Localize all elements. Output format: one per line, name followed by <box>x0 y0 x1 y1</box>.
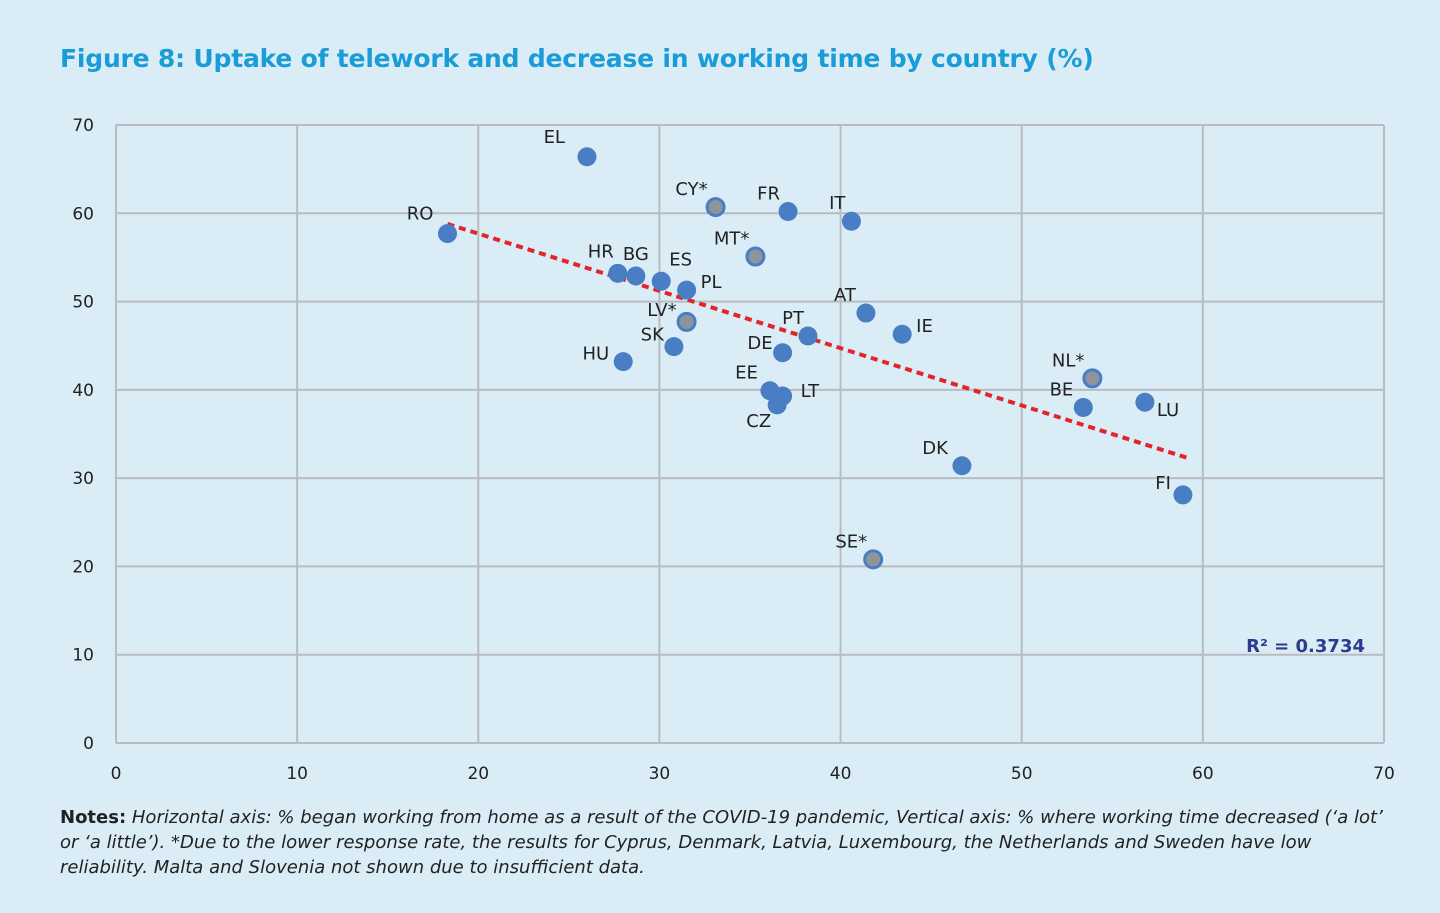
x-tick-label: 30 <box>649 764 671 784</box>
data-point <box>613 352 633 372</box>
grid <box>115 124 1385 744</box>
point-label: BE <box>1050 380 1074 401</box>
data-point <box>856 303 876 323</box>
point-label: HR <box>588 241 614 262</box>
point-label: SK <box>641 325 665 346</box>
point-label: EE <box>735 363 758 384</box>
point-label: PT <box>782 308 805 329</box>
point-label: NL* <box>1052 350 1085 371</box>
point-label: LT <box>801 381 821 402</box>
notes-label: Notes: <box>60 807 127 828</box>
data-point <box>1135 392 1155 412</box>
data-point <box>841 211 861 231</box>
x-tick-label: 50 <box>1011 764 1033 784</box>
point-label: BG <box>623 244 649 265</box>
point-label: IT <box>829 193 846 214</box>
point-label: FR <box>757 184 780 205</box>
data-point <box>1073 398 1093 418</box>
x-tick-label: 0 <box>111 764 122 784</box>
data-point-low-reliability <box>676 311 697 332</box>
point-label: EL <box>544 127 565 148</box>
data-point <box>677 280 697 300</box>
y-tick-label: 70 <box>72 116 94 136</box>
data-point-low-reliability <box>1082 368 1103 389</box>
trendline-group <box>446 221 1191 461</box>
data-point <box>577 147 597 167</box>
axes: 0 10 20 30 40 50 60 70 0 10 20 30 40 50 60 70 <box>72 116 1394 784</box>
data-point <box>892 324 912 344</box>
point-label: DK <box>922 438 949 459</box>
data-point <box>1173 485 1193 505</box>
data-point <box>767 395 787 415</box>
data-point-low-reliability <box>745 246 766 267</box>
points <box>437 147 1193 570</box>
scatter-chart: 0 10 20 30 40 50 60 70 0 10 20 30 40 50 60 70 EL CY* FR IT… <box>72 116 1394 784</box>
point-label: LV* <box>647 300 676 321</box>
data-point <box>664 337 684 357</box>
point-label: PL <box>701 272 722 293</box>
y-tick-label: 40 <box>72 381 94 401</box>
figure-title: Figure 8: Uptake of telework and decreas… <box>60 44 1094 73</box>
data-point-low-reliability <box>863 549 884 570</box>
point-label: RO <box>407 204 434 225</box>
data-point <box>778 202 798 222</box>
data-point <box>626 266 646 286</box>
point-label: SE* <box>835 531 867 552</box>
data-point-low-reliability <box>705 197 726 218</box>
data-point <box>798 326 818 346</box>
point-label: DE <box>747 333 772 354</box>
notes-text: Horizontal axis: % began working from ho… <box>60 807 1383 878</box>
point-label: AT <box>834 285 857 306</box>
x-tick-label: 40 <box>830 764 852 784</box>
y-tick-label: 30 <box>72 469 94 489</box>
point-label: IE <box>916 316 933 337</box>
point-label: ES <box>669 249 692 270</box>
point-label: LU <box>1157 400 1179 421</box>
data-point <box>773 343 793 363</box>
point-label: CZ <box>746 411 771 432</box>
y-tick-label: 0 <box>83 734 94 754</box>
y-tick-label: 60 <box>72 204 94 224</box>
data-point <box>651 271 671 291</box>
data-point <box>437 224 457 244</box>
x-tick-label: 10 <box>286 764 308 784</box>
data-point <box>952 456 972 476</box>
r-squared-label: R² = 0.3734 <box>1246 636 1365 657</box>
notes: Notes: Horizontal axis: % began working … <box>60 805 1400 880</box>
point-label: MT* <box>714 229 750 250</box>
y-tick-label: 20 <box>72 557 94 577</box>
x-tick-label: 70 <box>1373 764 1395 784</box>
y-tick-label: 50 <box>72 293 94 313</box>
data-point <box>608 263 628 283</box>
x-tick-label: 60 <box>1192 764 1214 784</box>
point-label: HU <box>582 344 609 365</box>
trendline <box>446 221 1191 461</box>
x-tick-label: 20 <box>467 764 489 784</box>
point-label: FI <box>1155 473 1171 494</box>
point-label: CY* <box>675 179 707 200</box>
y-tick-label: 10 <box>72 646 94 666</box>
point-labels: EL CY* FR IT RO MT* HR BG ES PL AT LV* IE PT SK DE HU NL*… <box>407 127 1179 553</box>
